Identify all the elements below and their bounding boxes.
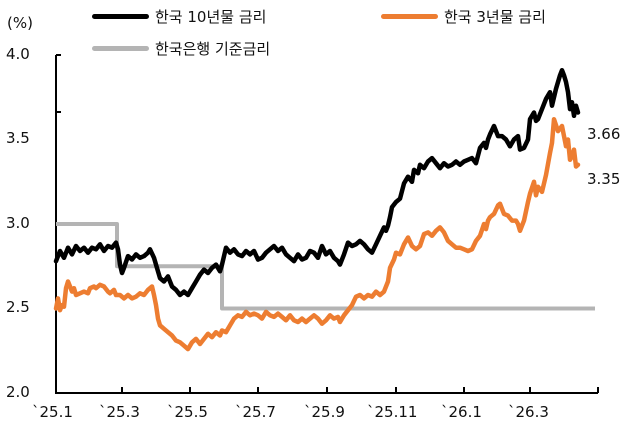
series-3y-yield-line <box>53 116 581 352</box>
x-tick-label: `25.3 <box>99 403 140 421</box>
legend-item-base-rate: 한국은행 기준금리 <box>92 38 270 59</box>
end-label-3y: 3.35 <box>587 170 621 188</box>
legend-label: 한국 10년물 금리 <box>155 8 267 26</box>
y-tick-label: 3.0 <box>6 214 30 232</box>
legend-swatch-icon <box>381 14 438 19</box>
legend-label: 한국 3년물 금리 <box>444 8 546 26</box>
legend-item-10y: 한국 10년물 금리 <box>92 6 266 27</box>
y-tick-label: 4.0 <box>6 45 30 63</box>
x-tick-label: `26.1 <box>441 403 482 421</box>
x-tick-label: `25.9 <box>304 403 345 421</box>
series-10y-yield-line <box>53 67 581 298</box>
y-tick-label: 2.0 <box>6 383 30 401</box>
y-tick-label: 3.5 <box>6 129 30 147</box>
y-axis-unit: (%) <box>7 14 33 32</box>
x-tick-label: `25.1 <box>32 403 73 421</box>
legend-swatch-icon <box>92 14 149 19</box>
x-tick-label: `25.11 <box>367 403 418 421</box>
y-tick-label: 2.5 <box>6 298 30 316</box>
x-tick-label: `26.3 <box>508 403 549 421</box>
end-label-10y: 3.66 <box>587 125 621 143</box>
x-tick-label: `25.5 <box>167 403 208 421</box>
legend-label: 한국은행 기준금리 <box>155 40 271 58</box>
legend-item-3y: 한국 3년물 금리 <box>381 6 546 27</box>
series-base-rate-line <box>56 222 595 311</box>
x-tick-label: `25.7 <box>235 403 276 421</box>
legend-swatch-icon <box>92 46 149 51</box>
